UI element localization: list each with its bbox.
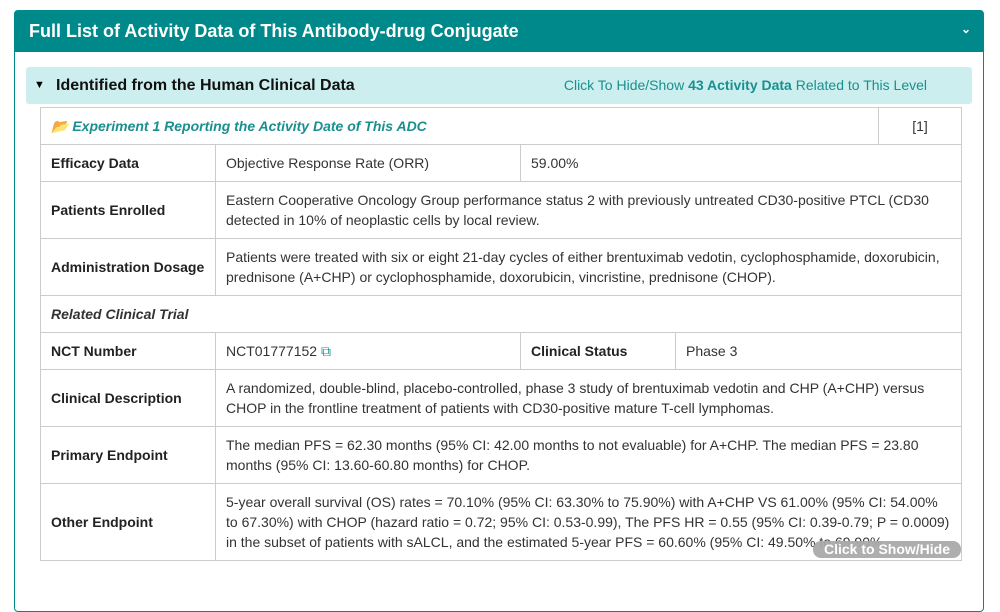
efficacy-metric: Objective Response Rate (ORR): [215, 144, 521, 182]
section-toggle-link[interactable]: Click To Hide/Show 43 Activity Data Rela…: [564, 67, 927, 104]
nct-link[interactable]: NCT01777152 ⧉: [215, 332, 521, 370]
external-link-icon[interactable]: ⧉: [320, 343, 331, 359]
related-trial-heading: Related Clinical Trial: [40, 295, 962, 333]
efficacy-value: 59.00%: [520, 144, 962, 182]
row-value: Eastern Cooperative Oncology Group perfo…: [215, 181, 962, 239]
row-value: A randomized, double-blind, placebo-cont…: [215, 369, 962, 427]
row-label: Efficacy Data: [40, 144, 216, 182]
toggle-suffix: Related to This Level: [791, 77, 927, 93]
section-title: Identified from the Human Clinical Data: [56, 77, 355, 94]
experiment-row: 📂 Experiment 1 Reporting the Activity Da…: [40, 107, 962, 145]
table-row: NCT Number NCT01777152 ⧉ Clinical Status Ph…: [40, 332, 962, 370]
table-row: Efficacy Data Objective Response Rate (OR…: [40, 144, 962, 182]
table-row: Related Clinical Trial: [40, 295, 962, 333]
activity-data-panel: Full List of Activity Data of This Antib…: [14, 10, 984, 612]
row-label: Clinical Status: [520, 332, 676, 370]
section-clinical-data[interactable]: ▼ Identified from the Human Clinical Dat…: [26, 67, 972, 104]
row-label: NCT Number: [40, 332, 216, 370]
nct-number[interactable]: NCT01777152: [226, 343, 318, 359]
table-row: Administration Dosage Patients were treat…: [40, 238, 962, 296]
row-label: Primary Endpoint: [40, 426, 216, 484]
table-row: Clinical Description A randomized, double…: [40, 369, 962, 427]
caret-down-icon: ▼: [34, 79, 45, 91]
row-label: Clinical Description: [40, 369, 216, 427]
row-label: Administration Dosage: [40, 238, 216, 296]
experiment-title[interactable]: 📂 Experiment 1 Reporting the Activity Da…: [40, 107, 879, 145]
clinical-status: Phase 3: [675, 332, 962, 370]
row-value: 5-year overall survival (OS) rates = 70.…: [215, 483, 962, 561]
table-row: Patients Enrolled Eastern Cooperative Onc…: [40, 181, 962, 239]
activity-count: 43 Activity Data: [688, 77, 792, 93]
table-row: Other Endpoint 5-year overall survival (O…: [40, 483, 962, 561]
row-label: Patients Enrolled: [40, 181, 216, 239]
reference-link[interactable]: [1]: [878, 107, 962, 145]
show-hide-button[interactable]: Click to Show/Hide: [813, 541, 961, 558]
panel-title: Full List of Activity Data of This Antib…: [29, 21, 519, 41]
panel-header[interactable]: Full List of Activity Data of This Antib…: [15, 11, 983, 77]
experiment-title-text: Experiment 1 Reporting the Activity Date…: [72, 118, 427, 134]
experiment-table: 📂 Experiment 1 Reporting the Activity Da…: [40, 107, 962, 561]
row-value: The median PFS = 62.30 months (95% CI: 4…: [215, 426, 962, 484]
toggle-prefix: Click To Hide/Show: [563, 77, 689, 93]
folder-open-icon: 📂: [51, 118, 69, 134]
table-row: Primary Endpoint The median PFS = 62.30 m…: [40, 426, 962, 484]
row-label: Other Endpoint: [40, 483, 216, 561]
row-value: Patients were treated with six or eight …: [215, 238, 962, 296]
